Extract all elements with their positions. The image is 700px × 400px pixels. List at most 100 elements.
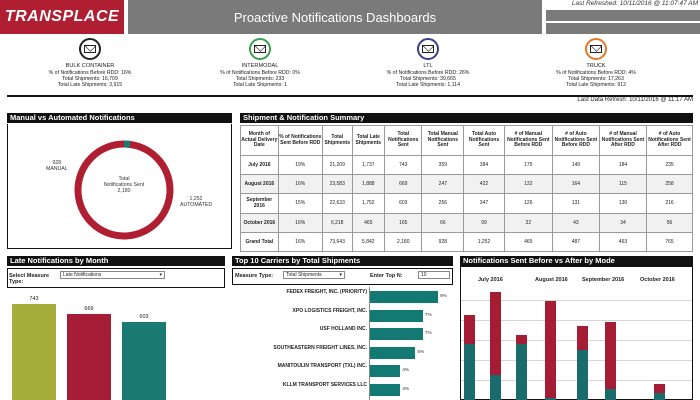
table-cell: 216 — [646, 193, 693, 214]
mode-pct: % of Notifications Before RDD: 26% — [386, 69, 470, 76]
mode-shipments: Total Shipments: 16,709 — [62, 76, 118, 83]
after-rdd-bar[interactable] — [577, 326, 588, 350]
table-cell: 463 — [598, 231, 648, 252]
summary-column-header: % of Notifications Sent Before RDD — [277, 125, 323, 156]
summary-title: Shipment & Notification Summary — [240, 113, 693, 123]
after-rdd-bar[interactable] — [545, 301, 556, 398]
after-rdd-bar[interactable] — [605, 321, 616, 389]
summary-column-header: # of Auto Notifications Sent Before RDD — [551, 125, 600, 156]
month-label: September 2016 — [582, 277, 625, 283]
page-title: Proactive Notifications Dashboards — [128, 0, 542, 34]
table-cell: 164 — [551, 174, 600, 195]
summary-table: Month of Actual Delivery Date% of Notifi… — [240, 125, 693, 252]
late-bar-1[interactable] — [67, 313, 111, 400]
carrier-bar-value: 7% — [424, 331, 432, 336]
table-cell: 149 — [551, 154, 600, 176]
envelope-icon — [254, 45, 266, 53]
donut-segment-manual[interactable] — [74, 140, 174, 240]
summary-column-header: # of Auto Notifications Sent After RDD — [646, 125, 693, 156]
top-carriers-title: Top 10 Carriers by Total Shipments — [232, 256, 453, 266]
summary-column-header: Total Shipments — [321, 125, 353, 156]
row-header: July 2016 — [240, 154, 279, 176]
gridline — [461, 380, 692, 381]
table-cell: 32 — [503, 212, 553, 233]
table-cell: 2,180 — [384, 231, 423, 252]
last-refreshed-timestamp: Last Refreshed: 10/11/2016 @ 11:07:47 AM — [571, 0, 698, 7]
gridline — [461, 340, 692, 341]
table-cell: 1,888 — [351, 174, 386, 195]
summary-header-row: Month of Actual Delivery Date% of Notifi… — [240, 125, 693, 156]
after-rdd-bar[interactable] — [516, 335, 527, 344]
table-row: September 2016 15% 22,633 1,752 603 256 347 126… — [240, 193, 693, 214]
before-rdd-bar[interactable] — [654, 393, 665, 400]
carrier-bar-3[interactable] — [370, 346, 416, 359]
manual-text: MANUAL — [46, 166, 68, 172]
carrier-name: XPO LOGISTICS FREIGHT, INC. — [292, 307, 367, 314]
mode-pct: % of Notifications Before RDD: 16% — [48, 69, 132, 76]
mode-name: LTL — [423, 63, 433, 69]
table-cell: 465 — [351, 212, 386, 233]
mode-tile-2: LTL% of Notifications Before RDD: 26% Tot… — [363, 38, 493, 89]
chevron-down-icon: ▾ — [159, 272, 162, 278]
table-cell: 247 — [421, 174, 465, 195]
late-measure-select[interactable]: Late Notifications ▾ — [60, 271, 165, 279]
after-rdd-bar[interactable] — [490, 292, 501, 376]
manual-label: 928 MANUAL — [46, 160, 68, 172]
mode-icon-circle — [249, 38, 271, 60]
automated-text: AUTOMATED — [180, 202, 213, 208]
table-cell: 15% — [277, 193, 323, 214]
before-rdd-bar[interactable] — [490, 375, 501, 400]
carrier-bar-2[interactable] — [370, 328, 423, 340]
late-bar-2[interactable] — [122, 322, 166, 400]
table-row: August 2016 16% 23,583 1,888 669 247 422 132 164… — [240, 174, 693, 195]
chevron-down-icon: ▾ — [339, 272, 342, 278]
table-cell: 165 — [384, 212, 423, 233]
carrier-bar-4[interactable] — [370, 365, 401, 377]
table-cell: 131 — [551, 193, 600, 214]
after-rdd-bar[interactable] — [654, 384, 665, 394]
table-cell: 1,737 — [351, 154, 386, 176]
table-cell: 603 — [384, 193, 423, 214]
row-header: September 2016 — [240, 193, 279, 214]
table-cell: 126 — [503, 193, 553, 214]
late-bar-value: 603 — [139, 314, 149, 321]
summary-column-header: Total Late Shipments — [351, 125, 386, 156]
carrier-bar-0[interactable] — [370, 291, 438, 303]
top-n-input[interactable]: 10 — [418, 271, 450, 279]
summary-body: July 2016 19% 21,209 1,737 743 359 384 175 149 18… — [240, 154, 693, 252]
before-rdd-bar[interactable] — [464, 344, 475, 400]
mode-tile-0: BULK CONTAINER% of Notifications Before … — [25, 38, 155, 89]
carrier-measure-select-value: Total Shipments — [286, 272, 322, 278]
automated-value: 1,252 — [189, 196, 203, 202]
late-bar-0[interactable] — [12, 304, 56, 400]
table-cell: 487 — [551, 231, 600, 252]
carrier-name: KLLM TRANSPORT SERVICES LLC — [282, 381, 367, 388]
table-cell: 99 — [463, 212, 505, 233]
before-rdd-bar[interactable] — [516, 344, 527, 400]
before-rdd-bar[interactable] — [605, 388, 616, 400]
summary-column-header: Total Manual Notifications Sent — [421, 125, 465, 156]
table-cell: 743 — [384, 154, 423, 176]
manual-vs-auto-donut — [74, 140, 174, 240]
table-cell: 132 — [503, 174, 553, 195]
after-rdd-bar[interactable] — [464, 314, 475, 344]
envelope-icon — [84, 45, 96, 53]
before-rdd-bar[interactable] — [577, 349, 588, 400]
carrier-bar-5[interactable] — [370, 383, 401, 396]
before-rdd-bar[interactable] — [545, 397, 556, 400]
table-cell: 43 — [551, 212, 600, 233]
header-divider — [7, 95, 693, 97]
table-cell: 669 — [384, 174, 423, 195]
carrier-bar-1[interactable] — [370, 309, 423, 322]
row-header: August 2016 — [240, 174, 279, 195]
table-cell: 19% — [277, 154, 323, 176]
table-cell: 384 — [463, 154, 505, 176]
table-cell: 184 — [598, 154, 648, 176]
carrier-measure-select[interactable]: Total Shipments ▾ — [283, 271, 345, 279]
table-cell: 1,252 — [463, 231, 505, 252]
row-header: October 2016 — [240, 212, 279, 233]
manual-vs-auto-title: Manual vs Automated Notifications — [7, 113, 232, 123]
table-cell: 23,583 — [321, 174, 353, 195]
mode-late: Total Late Shipments: 3,915 — [57, 82, 123, 89]
mode-icon-circle — [417, 38, 439, 60]
